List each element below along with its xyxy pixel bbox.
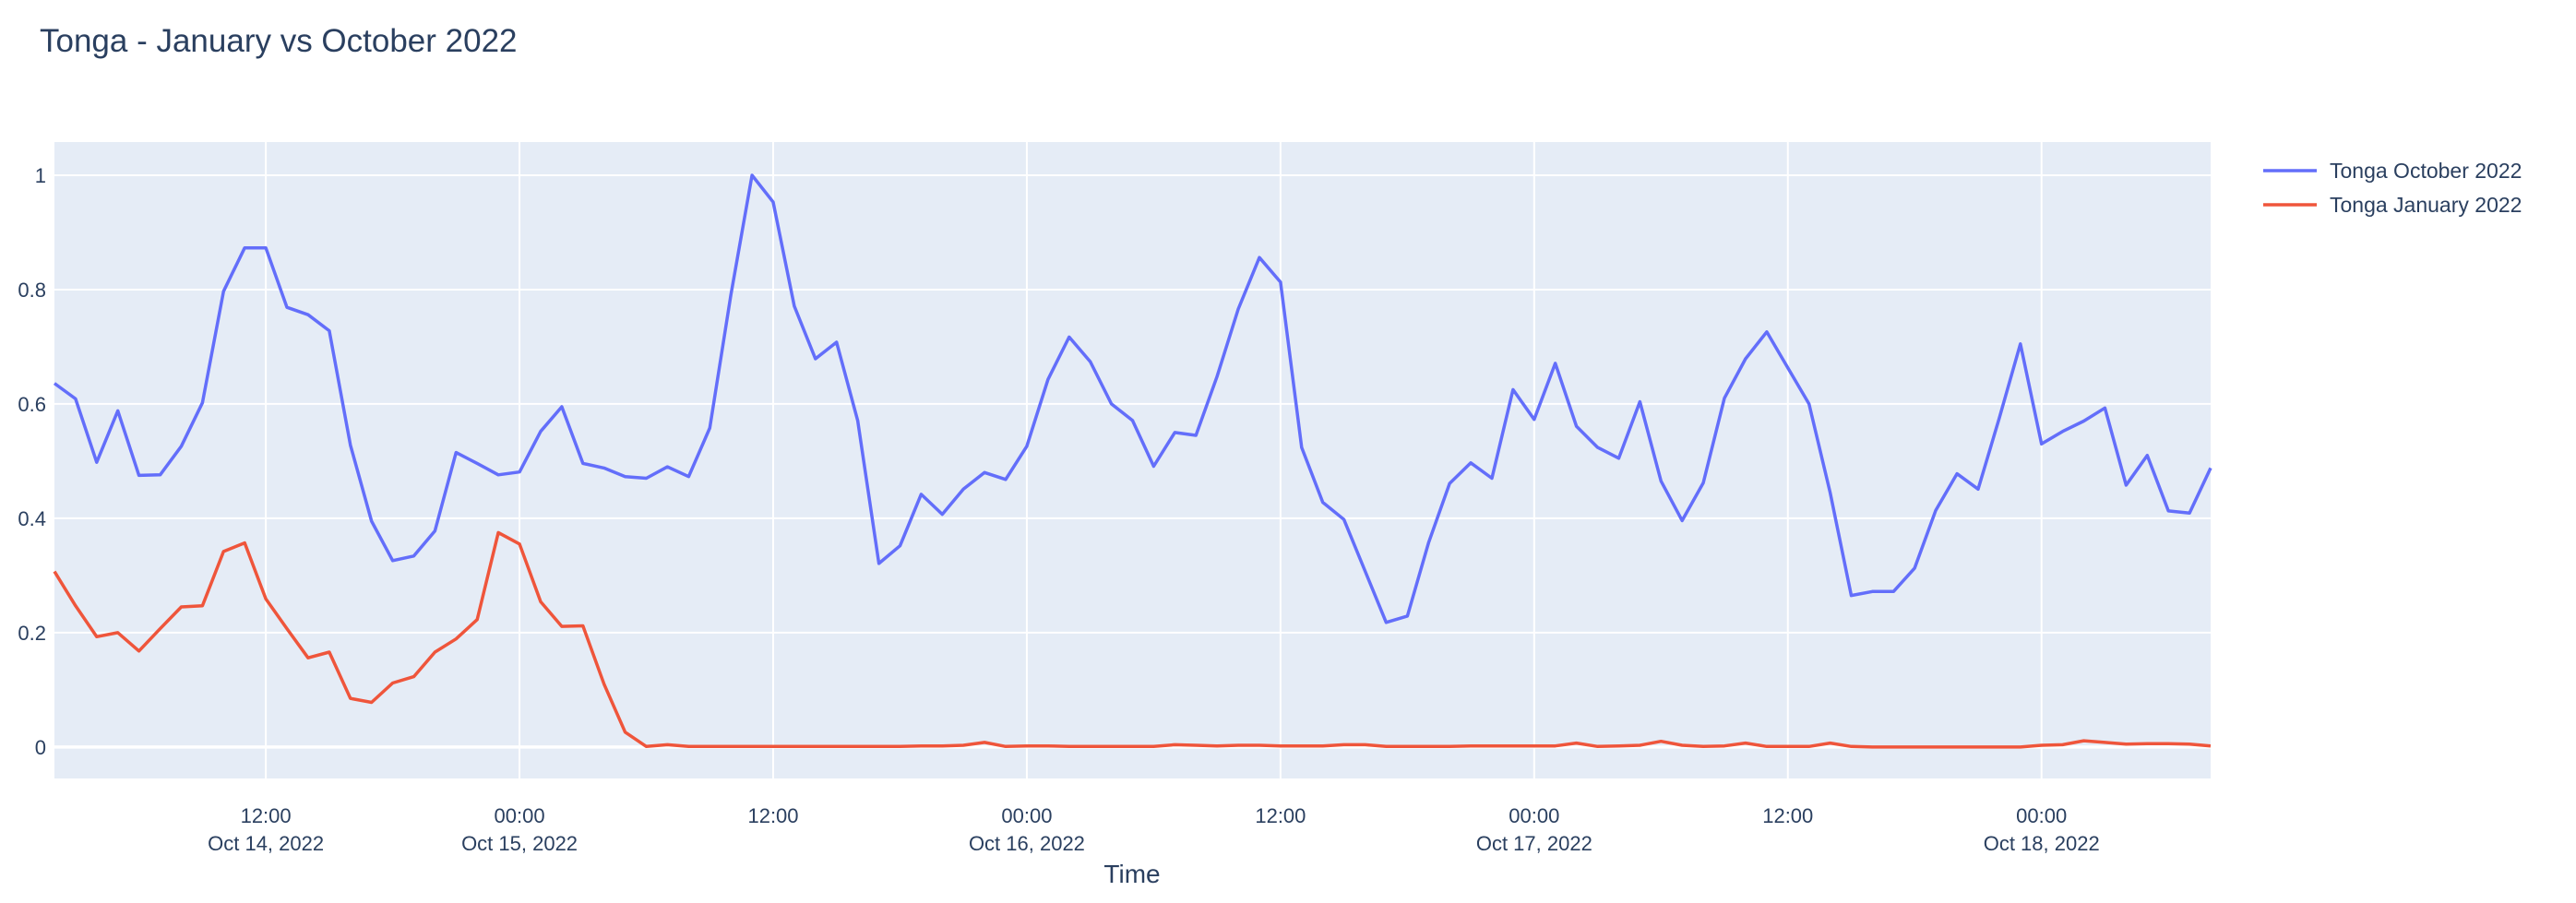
legend[interactable]: Tonga October 2022 Tonga January 2022 — [2263, 159, 2522, 217]
legend-label-october: Tonga October 2022 — [2330, 159, 2522, 183]
x-tick-date: Oct 15, 2022 — [461, 832, 578, 855]
x-axis-title: Time — [1103, 860, 1160, 888]
series-line-january — [53, 530, 2212, 749]
legend-label-january: Tonga January 2022 — [2330, 193, 2522, 217]
x-tick-time: 12:00 — [747, 804, 798, 827]
x-tick-date: Oct 17, 2022 — [1476, 832, 1592, 855]
plot-background — [54, 142, 2211, 778]
x-tick-date: Oct 14, 2022 — [208, 832, 324, 855]
y-tick-label: 0.2 — [18, 622, 46, 645]
series-lines — [53, 173, 2212, 749]
x-tick-time: 00:00 — [1001, 804, 1052, 827]
y-tick-label: 0.8 — [18, 279, 46, 302]
series-line-october — [53, 173, 2212, 624]
x-tick-time: 00:00 — [2016, 804, 2067, 827]
x-tick-date: Oct 18, 2022 — [1984, 832, 2100, 855]
y-tick-label: 0 — [35, 736, 46, 759]
x-tick-time: 12:00 — [241, 804, 292, 827]
chart-title: Tonga - January vs October 2022 — [40, 23, 518, 59]
x-tick-time: 00:00 — [495, 804, 545, 827]
legend-item-january[interactable]: Tonga January 2022 — [2263, 193, 2522, 217]
y-tick-label: 1 — [35, 164, 46, 187]
y-tick-label: 0.6 — [18, 393, 46, 416]
x-gridlines — [265, 142, 2043, 778]
x-tick-time: 00:00 — [1509, 804, 1559, 827]
y-tick-label: 0.4 — [18, 507, 46, 530]
x-tick-labels: 12:00 Oct 14, 2022 00:00 Oct 15, 2022 12:00 0… — [208, 804, 2100, 855]
y-tick-labels: 0 0.2 0.4 0.6 0.8 1 — [18, 164, 46, 759]
legend-item-october[interactable]: Tonga October 2022 — [2263, 159, 2522, 183]
x-tick-time: 12:00 — [1762, 804, 1813, 827]
x-tick-date: Oct 16, 2022 — [969, 832, 1085, 855]
x-tick-time: 12:00 — [1255, 804, 1306, 827]
